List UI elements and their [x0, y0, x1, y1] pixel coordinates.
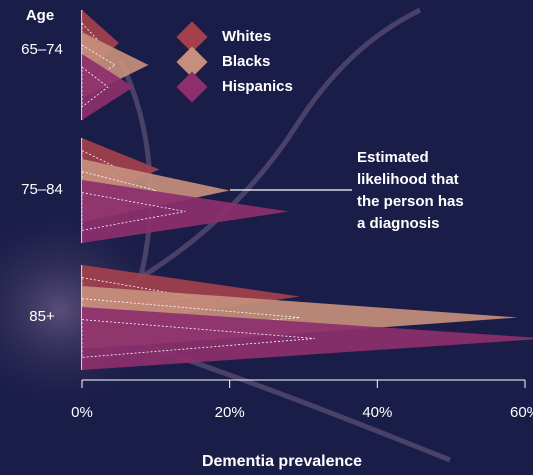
- x-tick-label: 0%: [71, 404, 93, 421]
- legend-swatch: [176, 46, 208, 78]
- neuron-branches: [98, 7, 451, 463]
- legend-label: Whites: [222, 28, 271, 45]
- annotation: Estimated: [357, 149, 429, 166]
- x-tick-label: 20%: [215, 404, 245, 421]
- annotation: a diagnosis: [357, 215, 440, 232]
- x-tick-label: 40%: [362, 404, 392, 421]
- triangle: [82, 307, 533, 370]
- diagnosed-triangle: [81, 192, 186, 231]
- y-tick-label: 75–84: [21, 181, 63, 198]
- legend-swatch: [176, 21, 208, 53]
- diagnosed-triangle: [81, 319, 315, 358]
- y-tick-label: 65–74: [21, 41, 63, 58]
- y-axis-title: Age: [26, 7, 54, 24]
- x-axis-title: Dementia prevalence: [202, 453, 362, 470]
- legend-label: Hispanics: [222, 78, 293, 95]
- y-tick-label: 85+: [29, 308, 55, 325]
- diagnosed-triangle: [81, 66, 109, 108]
- legend-label: Blacks: [222, 53, 270, 70]
- annotation: likelihood that: [357, 171, 459, 188]
- annotation: the person has: [357, 193, 464, 210]
- x-tick-label: 60%: [510, 404, 533, 421]
- legend-swatch: [176, 71, 208, 103]
